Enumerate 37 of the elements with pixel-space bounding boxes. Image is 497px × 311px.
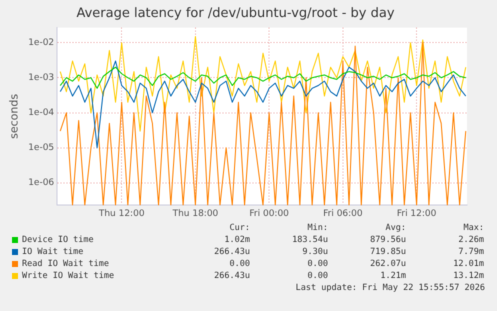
text: 7.79m — [457, 246, 484, 258]
y-axis-title: seconds — [7, 94, 20, 139]
text: Min: — [306, 222, 328, 234]
y-tick-label: 1e-05 — [28, 143, 54, 154]
x-tick-label: Fri 06:00 — [323, 208, 363, 219]
legend-label: Read IO Wait time — [21, 258, 110, 270]
x-tick-label: Thu 12:00 — [98, 208, 145, 219]
text: 2.26m — [457, 234, 484, 246]
legend-label: IO Wait time — [21, 246, 84, 258]
text: 879.56u — [369, 234, 406, 246]
chart-title: Average latency for /dev/ubuntu-vg/root - by day — [76, 6, 395, 22]
text: 1.02m — [223, 234, 250, 246]
text: Max: — [462, 222, 484, 234]
text: 1.21m — [379, 270, 406, 282]
text: 9.30u — [301, 246, 328, 258]
text: 0.00 — [306, 258, 328, 270]
x-tick-label: Fri 12:00 — [396, 208, 437, 219]
text: 266.43u — [213, 246, 250, 258]
text: 262.07u — [369, 258, 406, 270]
x-tick-label: Thu 18:00 — [172, 208, 219, 219]
text: 719.85u — [369, 246, 406, 258]
y-tick-label: 1e-02 — [28, 38, 54, 48]
text: 13.12m — [452, 270, 484, 282]
text: 0.00 — [228, 258, 250, 270]
text: Cur: — [228, 222, 250, 234]
x-tick-label: Fri 00:00 — [249, 208, 290, 219]
text: Avg: — [384, 222, 406, 234]
y-tick-label: 1e-06 — [28, 178, 54, 188]
text: 266.43u — [213, 270, 250, 282]
legend-label: Write IO Wait time — [21, 270, 116, 282]
text: 0.00 — [306, 270, 328, 282]
text: Last update: Fri May 22 15:55:57 2026 — [296, 283, 485, 293]
y-tick-label: 1e-04 — [28, 108, 54, 118]
y-tick-label: 1e-03 — [28, 73, 54, 84]
text: 183.54u — [291, 234, 328, 246]
text: 12.01m — [452, 258, 484, 270]
legend-label: Device IO time — [21, 234, 95, 246]
